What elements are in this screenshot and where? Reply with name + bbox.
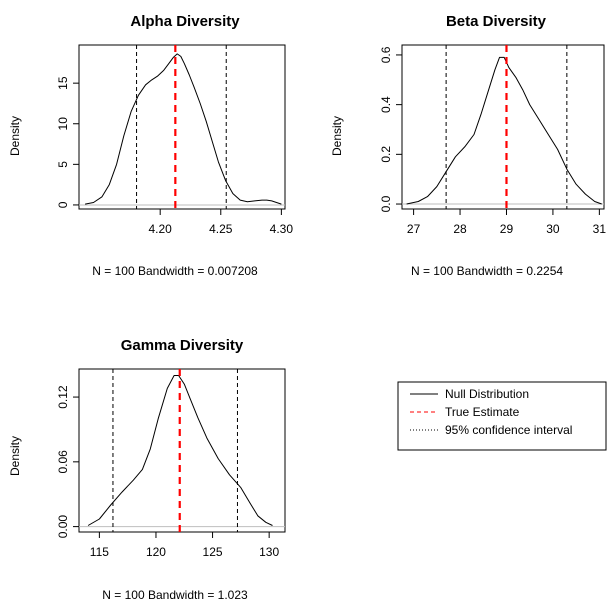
y-tick-label: 10: [56, 117, 70, 131]
x-tick-label: 120: [146, 545, 166, 559]
x-tick-label: 115: [90, 545, 109, 559]
y-tick-label: 5: [56, 161, 70, 168]
x-tick-label: 28: [453, 222, 467, 236]
x-tick-label: 4.20: [149, 222, 173, 236]
x-tick-label: 29: [500, 222, 514, 236]
x-tick-label: 27: [407, 222, 421, 236]
x-tick-label: 125: [203, 545, 223, 559]
legend-box: [397, 381, 607, 451]
density-curve: [85, 53, 282, 205]
x-tick-label: 4.30: [270, 222, 294, 236]
density-curve: [87, 375, 273, 526]
legend-entry-true-estimate: True Estimate: [445, 405, 520, 419]
y-tick-label: 0.00: [56, 515, 70, 539]
legend-entry-null-distribution: Null Distribution: [445, 387, 529, 401]
x-axis-label: N = 100 Bandwidth = 0.007208: [92, 264, 258, 278]
density-curve: [406, 56, 602, 205]
y-tick-label: 0.06: [56, 450, 70, 474]
chart-title: Gamma Diversity: [121, 337, 244, 354]
y-tick-label: 15: [56, 76, 70, 90]
y-tick-label: 0.2: [379, 146, 393, 163]
x-tick-label: 31: [593, 222, 607, 236]
chart-title: Beta Diversity: [446, 13, 547, 30]
y-tick-label: 0.12: [56, 385, 70, 409]
panel-beta-diversity: Beta Diversity Density N = 100 Bandwidth…: [330, 13, 606, 278]
x-tick-label: 4.25: [209, 222, 233, 236]
plot-frame: [78, 44, 286, 210]
y-axis-label: Density: [330, 116, 344, 156]
panel-alpha-diversity: Alpha Diversity Density N = 100 Bandwidt…: [8, 13, 293, 278]
y-axis-label: Density: [8, 116, 22, 156]
y-tick-label: 0.0: [379, 195, 393, 212]
y-axis-label: Density: [8, 436, 22, 476]
legend: Null Distribution True Estimate 95% conf…: [397, 381, 607, 451]
x-axis-label: N = 100 Bandwidth = 0.2254: [411, 264, 563, 278]
y-tick-label: 0.6: [379, 46, 393, 63]
x-axis-label: N = 100 Bandwidth = 1.023: [102, 588, 248, 602]
y-tick-label: 0.4: [379, 96, 393, 113]
x-tick-label: 30: [546, 222, 560, 236]
chart-title: Alpha Diversity: [130, 13, 240, 30]
plot-frame: [401, 44, 605, 210]
x-tick-label: 130: [259, 545, 279, 559]
panel-gamma-diversity: Gamma Diversity Density N = 100 Bandwidt…: [8, 337, 286, 602]
legend-entry-confidence-interval: 95% confidence interval: [445, 423, 572, 437]
y-tick-label: 0: [56, 201, 70, 208]
plot-frame: [78, 368, 286, 533]
